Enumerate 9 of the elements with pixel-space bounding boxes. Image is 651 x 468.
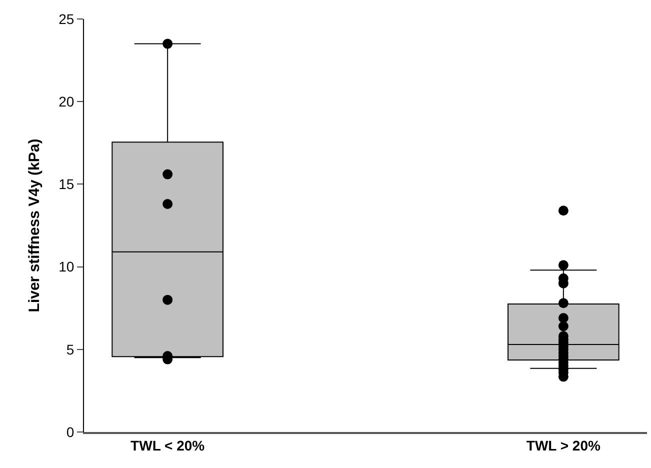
y-tick-label: 20 [58, 94, 74, 110]
x-tick-label: TWL < 20% [130, 438, 206, 454]
x-tick-label: TWL > 20% [526, 438, 601, 454]
y-tick-label: 10 [58, 258, 74, 275]
y-tick-label: 25 [58, 10, 74, 27]
y-axis-title: Liver stiffness V4y (kPa) [26, 138, 43, 312]
y-tick-label: 15 [58, 176, 74, 192]
y-tick-label: 5 [66, 341, 74, 358]
y-tick-label: 0 [66, 424, 74, 440]
